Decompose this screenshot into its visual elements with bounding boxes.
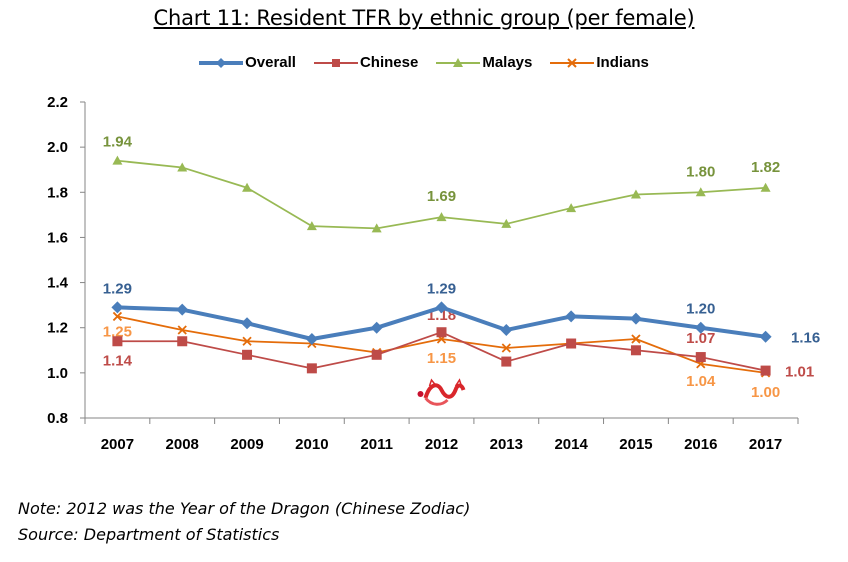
y-tick-label: 1.0 bbox=[47, 365, 68, 382]
data-point-chinese-2016 bbox=[695, 352, 706, 363]
data-point-malays-2012 bbox=[436, 212, 447, 222]
x-tick-label: 2016 bbox=[684, 436, 717, 453]
data-point-chinese-2010 bbox=[306, 363, 317, 374]
x-tick-label: 2008 bbox=[166, 436, 199, 453]
data-point-chinese-2013 bbox=[501, 356, 512, 367]
legend: Overall Chinese Malays Indians bbox=[0, 54, 848, 71]
data-point-malays-2007 bbox=[112, 155, 123, 165]
data-point-overall-2010 bbox=[305, 333, 318, 345]
legend-marker-malays bbox=[436, 57, 481, 67]
data-label-indians-2017: 1.00 bbox=[751, 384, 780, 401]
data-point-indians-2013 bbox=[501, 343, 511, 353]
chart-notes: Note: 2012 was the Year of the Dragon (C… bbox=[18, 496, 470, 548]
data-point-overall-2012 bbox=[435, 301, 448, 314]
x-tick-label: 2015 bbox=[619, 436, 652, 453]
y-tick-label: 1.6 bbox=[47, 229, 68, 246]
data-point-malays-2017 bbox=[760, 182, 771, 192]
data-point-chinese-2008 bbox=[177, 336, 188, 347]
note-text: Note: 2012 was the Year of the Dragon (C… bbox=[18, 499, 471, 518]
data-point-indians-2015 bbox=[631, 334, 641, 344]
data-point-overall-2017 bbox=[759, 330, 772, 343]
legend-marker-indians bbox=[550, 57, 595, 68]
data-point-indians-2008 bbox=[177, 325, 187, 335]
x-tick-label: 2013 bbox=[490, 436, 523, 453]
x-tick-label: 2017 bbox=[749, 436, 782, 453]
data-label-overall-2017: 1.16 bbox=[791, 330, 820, 347]
data-label-overall-2016: 1.20 bbox=[686, 301, 715, 318]
legend-item-overall: Overall bbox=[199, 54, 296, 71]
x-tick-label: 2014 bbox=[554, 436, 588, 453]
data-point-chinese-2007 bbox=[112, 336, 123, 347]
data-label-overall-2007: 1.29 bbox=[103, 280, 132, 297]
data-point-overall-2015 bbox=[629, 312, 642, 325]
y-tick-label: 1.4 bbox=[47, 275, 69, 292]
legend-item-chinese: Chinese bbox=[313, 54, 419, 71]
dragon-part bbox=[417, 391, 424, 397]
data-point-malays-2016 bbox=[695, 187, 706, 197]
data-point-malays-2009 bbox=[242, 182, 253, 192]
data-label-malays-2017: 1.82 bbox=[751, 159, 780, 176]
data-point-chinese-2011 bbox=[371, 349, 382, 360]
data-label-malays-2007: 1.94 bbox=[103, 134, 133, 151]
data-label-overall-2012: 1.29 bbox=[427, 280, 456, 297]
data-point-overall-2007 bbox=[111, 301, 124, 314]
data-point-malays-2015 bbox=[630, 189, 641, 199]
data-label-chinese-2017: 1.01 bbox=[785, 364, 814, 381]
data-point-chinese-2012 bbox=[436, 327, 447, 338]
y-tick-label: 1.8 bbox=[47, 184, 68, 201]
legend-label-indians: Indians bbox=[596, 54, 649, 71]
x-tick-label: 2010 bbox=[295, 436, 328, 453]
data-point-chinese-2014 bbox=[566, 338, 577, 349]
x-tick-label: 2012 bbox=[425, 436, 458, 453]
data-point-overall-2009 bbox=[241, 317, 254, 330]
dragon-icon bbox=[417, 378, 466, 406]
data-label-chinese-2016: 1.07 bbox=[686, 330, 715, 347]
data-point-indians-2009 bbox=[242, 336, 252, 346]
data-label-malays-2016: 1.80 bbox=[686, 163, 715, 180]
y-tick-label: 2.2 bbox=[47, 94, 68, 111]
chart-title: Chart 11: Resident TFR by ethnic group (… bbox=[153, 6, 695, 30]
data-label-malays-2012: 1.69 bbox=[427, 188, 456, 205]
data-point-chinese-2015 bbox=[630, 345, 641, 356]
legend-item-malays: Malays bbox=[436, 54, 532, 71]
y-tick-label: 2.0 bbox=[47, 139, 68, 156]
legend-label-overall: Overall bbox=[245, 54, 296, 71]
data-point-malays-2013 bbox=[501, 218, 512, 228]
data-point-malays-2014 bbox=[566, 203, 577, 213]
data-point-overall-2014 bbox=[565, 310, 578, 323]
data-point-indians-2007 bbox=[112, 311, 123, 322]
data-label-indians-2012: 1.15 bbox=[427, 350, 456, 367]
legend-label-malays: Malays bbox=[482, 54, 533, 71]
dragon-part bbox=[424, 397, 449, 406]
data-point-malays-2010 bbox=[306, 221, 317, 231]
legend-marker-overall bbox=[199, 57, 244, 68]
data-label-chinese-2007: 1.14 bbox=[103, 352, 133, 369]
data-label-indians-2016: 1.04 bbox=[686, 373, 716, 390]
data-point-overall-2016 bbox=[694, 321, 707, 334]
dragon-part bbox=[428, 378, 463, 387]
legend-label-chinese: Chinese bbox=[359, 54, 419, 71]
y-tick-label: 1.2 bbox=[47, 320, 68, 337]
data-point-overall-2011 bbox=[370, 321, 383, 334]
x-tick-label: 2009 bbox=[230, 436, 263, 453]
data-point-chinese-2009 bbox=[242, 349, 253, 360]
data-point-chinese-2017 bbox=[760, 365, 771, 376]
dragon-part bbox=[423, 383, 466, 399]
legend-item-indians: Indians bbox=[550, 54, 649, 71]
data-label-indians-2007: 1.25 bbox=[103, 323, 132, 340]
legend-marker-chinese bbox=[313, 58, 358, 67]
data-point-malays-2011 bbox=[371, 223, 382, 233]
y-tick-label: 0.8 bbox=[47, 410, 68, 427]
x-tick-label: 2007 bbox=[101, 436, 134, 453]
data-point-overall-2013 bbox=[500, 323, 513, 336]
data-point-malays-2008 bbox=[177, 162, 188, 172]
data-point-overall-2008 bbox=[176, 303, 189, 316]
source-text: Source: Department of Statistics bbox=[18, 525, 280, 544]
x-tick-label: 2011 bbox=[360, 436, 393, 453]
